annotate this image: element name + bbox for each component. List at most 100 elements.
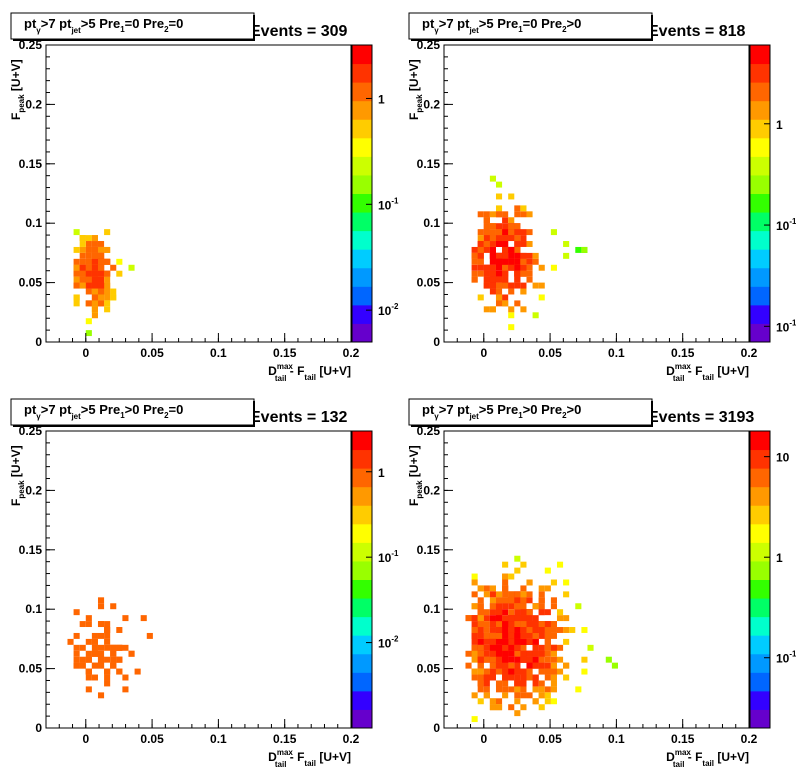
heatmap-cell (477, 294, 484, 301)
x-tick-label: 0.15 (273, 346, 297, 360)
heatmap-cell (489, 627, 496, 633)
heatmap-cell (514, 276, 521, 283)
heatmap-cell (532, 656, 539, 663)
x-label-minus: - F (684, 750, 702, 764)
title-cond2: =0 (169, 402, 184, 417)
heatmap-cell (85, 615, 92, 622)
heatmap-cell (502, 591, 509, 598)
heatmap-cell (495, 704, 503, 711)
heatmap-cell (520, 638, 527, 645)
title-pre2: Pre (139, 16, 164, 31)
title-cond2: =0 (169, 16, 184, 31)
title-pre1: Pre (96, 16, 121, 31)
heatmap-cell (526, 674, 533, 681)
heatmap-cell (97, 644, 105, 651)
heatmap-cell (483, 211, 490, 218)
heatmap-cell (483, 686, 490, 693)
color-bar-segment (750, 100, 770, 120)
heatmap-cell (514, 270, 521, 277)
heatmap-cell (489, 704, 496, 711)
heatmap-cell (520, 650, 527, 657)
color-bar-segment (352, 505, 372, 525)
heatmap-cell (563, 252, 570, 259)
heatmap-cell (483, 627, 490, 633)
title-gt: >7 (41, 402, 56, 417)
heatmap-cell (514, 680, 521, 687)
heatmap-cell (514, 591, 521, 598)
title-sub2: 2 (164, 411, 169, 420)
heatmap-cell (538, 264, 545, 271)
heatmap-cell (563, 591, 570, 598)
heatmap-cell (520, 621, 527, 628)
heatmap-cell (508, 644, 515, 651)
heatmap-cell (104, 674, 111, 681)
title-sub2: 2 (562, 25, 567, 34)
heatmap-cell (116, 627, 123, 633)
heatmap-cell (502, 692, 509, 699)
heatmap-cell (495, 650, 503, 657)
heatmap-cell (563, 674, 570, 681)
color-bar-segment (352, 598, 372, 618)
heatmap-cell (104, 282, 111, 289)
heatmap-cell (489, 264, 496, 271)
heatmap-cell (495, 603, 503, 610)
color-bar-frame (749, 430, 771, 729)
heatmap-cell (550, 698, 557, 705)
heatmap-cell (544, 621, 551, 628)
heatmap-cell (483, 276, 490, 283)
heatmap-cell (122, 674, 129, 681)
heatmap-cell (556, 627, 564, 633)
heatmap-cell (489, 211, 496, 218)
heatmap-cell (91, 300, 98, 307)
heatmap-cell (514, 650, 521, 657)
heatmap-cell (91, 258, 98, 265)
heatmap-cell (556, 668, 564, 675)
heatmap-cell (550, 603, 557, 610)
color-bar-segment (352, 468, 372, 488)
heatmap-cell (85, 621, 92, 628)
heatmap-cell (477, 656, 484, 663)
chart-title: ptγ>7 ptjet>5 Pre1=0 Pre2>0 (422, 16, 581, 35)
heatmap-cell (544, 668, 551, 675)
heatmap-cell (79, 662, 86, 669)
title-pre1: Pre (494, 402, 519, 417)
x-tick-label: 0.15 (671, 346, 695, 360)
heatmap-cell (495, 288, 503, 295)
heatmap-cell (502, 282, 509, 289)
heatmap-cell (79, 621, 86, 628)
color-bar-label: 1 (776, 551, 783, 565)
heatmap-cell (508, 632, 515, 639)
heatmap-cell (532, 680, 539, 687)
title-ptjet: pt (454, 16, 471, 31)
heatmap-cell (477, 632, 484, 639)
heatmap-cell (544, 692, 551, 699)
heatmap-cell (514, 282, 521, 289)
heatmap-cell (526, 591, 533, 598)
heatmap-cell (471, 644, 478, 651)
heatmap-cell (508, 662, 515, 669)
heatmap-cell (471, 258, 478, 265)
heatmap-cell (85, 270, 92, 277)
title-jgt: >5 (81, 16, 96, 31)
heatmap-cell (477, 638, 484, 645)
heatmap-cell (502, 300, 509, 307)
heatmap-cell (520, 264, 527, 271)
heatmap-cell (495, 632, 503, 639)
heatmap-cell (495, 241, 503, 247)
heatmap-cell (514, 252, 521, 259)
heatmap-cell (483, 282, 490, 289)
heatmap-cell (508, 282, 515, 289)
heatmap-cell (520, 627, 527, 633)
heatmap-cell (477, 615, 484, 622)
heatmap-cell (514, 632, 521, 639)
heatmap-cells (471, 175, 588, 331)
title-cond1: =0 (125, 16, 140, 31)
heatmap-cell (110, 650, 117, 657)
color-bar-segment (352, 100, 372, 120)
heatmap-cell (489, 229, 496, 236)
heatmap-cell (495, 698, 503, 705)
color-bar: 10-110-11 (749, 44, 796, 343)
heatmap-cell (520, 680, 527, 687)
heatmap-cell (508, 621, 515, 628)
heatmap-cell (97, 621, 105, 628)
